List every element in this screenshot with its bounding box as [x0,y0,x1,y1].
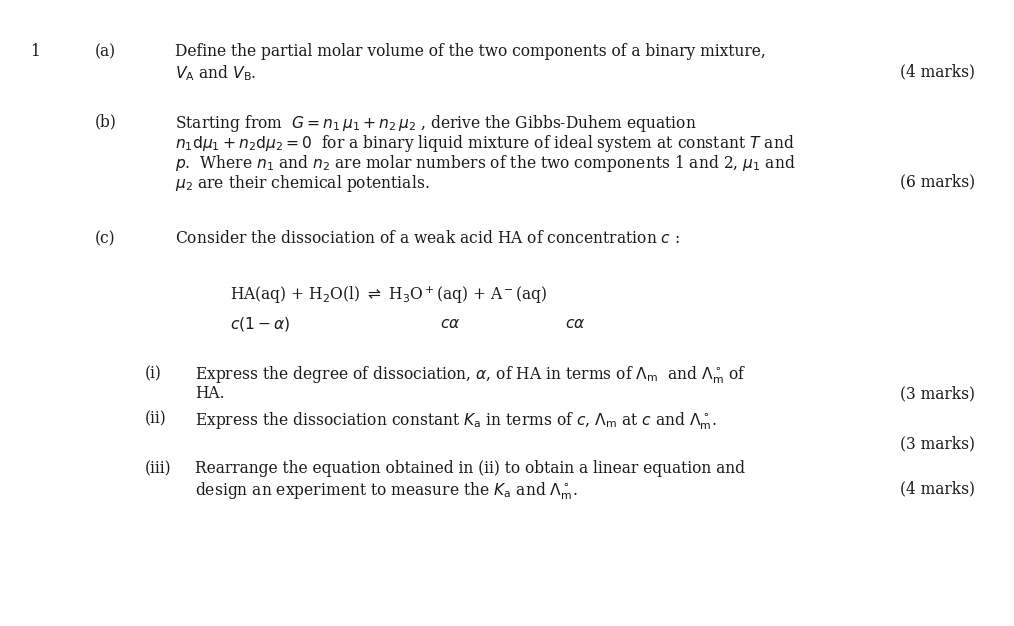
Text: (iii): (iii) [145,460,171,477]
Text: design an experiment to measure the $K_\mathrm{a}$ and $\Lambda^\circ_\mathrm{m}: design an experiment to measure the $K_\… [195,480,578,501]
Text: (4 marks): (4 marks) [900,63,975,80]
Text: (4 marks): (4 marks) [900,480,975,497]
Text: $c\alpha$: $c\alpha$ [440,315,460,332]
Text: $V_{\mathrm{A}}$ and $V_{\mathrm{B}}$.: $V_{\mathrm{A}}$ and $V_{\mathrm{B}}$. [175,63,257,83]
Text: $p$.  Where $n_1$ and $n_2$ are molar numbers of the two components 1 and 2, $\m: $p$. Where $n_1$ and $n_2$ are molar num… [175,153,796,174]
Text: Define the partial molar volume of the two components of a binary mixture,: Define the partial molar volume of the t… [175,43,766,60]
Text: (6 marks): (6 marks) [899,173,975,190]
Text: (3 marks): (3 marks) [900,385,975,402]
Text: (c): (c) [95,230,116,247]
Text: $c(1-\alpha)$: $c(1-\alpha)$ [230,315,290,333]
Text: (b): (b) [95,113,117,130]
Text: (ii): (ii) [145,410,166,427]
Text: HA.: HA. [195,385,225,402]
Text: $n_1\mathrm{d}\mu_1 + n_2\mathrm{d}\mu_2 = 0$  for a binary liquid mixture of id: $n_1\mathrm{d}\mu_1 + n_2\mathrm{d}\mu_2… [175,133,795,154]
Text: $\mu_2$ are their chemical potentials.: $\mu_2$ are their chemical potentials. [175,173,430,194]
Text: HA(aq) + H$_2$O(l) $\rightleftharpoons$ H$_3$O$^+$(aq) + A$^-$(aq): HA(aq) + H$_2$O(l) $\rightleftharpoons$ … [230,285,548,306]
Text: $c\alpha$: $c\alpha$ [565,315,585,332]
Text: Express the dissociation constant $K_\mathrm{a}$ in terms of $c$, $\Lambda_\math: Express the dissociation constant $K_\ma… [195,410,717,431]
Text: (i): (i) [145,365,162,382]
Text: (3 marks): (3 marks) [900,435,975,452]
Text: Starting from  $G = n_1\,\mu_1 + n_2\,\mu_2$ , derive the Gibbs-Duhem equation: Starting from $G = n_1\,\mu_1 + n_2\,\mu… [175,113,697,134]
Text: 1: 1 [30,43,40,60]
Text: Rearrange the equation obtained in (ii) to obtain a linear equation and: Rearrange the equation obtained in (ii) … [195,460,745,477]
Text: Consider the dissociation of a weak acid HA of concentration $c$ :: Consider the dissociation of a weak acid… [175,230,680,247]
Text: (a): (a) [95,43,117,60]
Text: Express the degree of dissociation, $\alpha$, of HA in terms of $\Lambda_\mathrm: Express the degree of dissociation, $\al… [195,365,746,386]
